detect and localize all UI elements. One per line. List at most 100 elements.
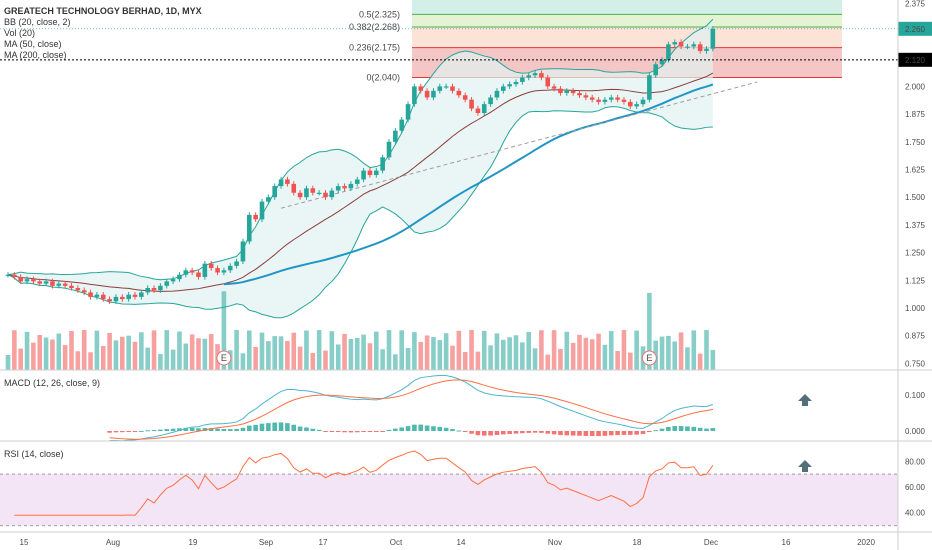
macd-histogram-bar	[647, 431, 652, 433]
candle-body	[259, 201, 265, 220]
candle-body	[437, 86, 443, 91]
macd-histogram-bar	[615, 431, 620, 436]
volume-bar	[583, 337, 589, 370]
macd-histogram-bar	[151, 430, 157, 432]
candle-body	[323, 192, 328, 198]
candle-body	[621, 99, 627, 102]
volume-bar	[62, 345, 68, 370]
volume-bar	[196, 338, 201, 370]
volume-bar	[297, 346, 303, 370]
candle-body	[50, 281, 55, 286]
macd-histogram-bar	[596, 431, 601, 437]
candle-body	[189, 270, 195, 273]
macd-histogram-bar	[634, 431, 639, 435]
candle-body	[170, 279, 176, 282]
macd-histogram-bar	[672, 426, 678, 431]
candle-body	[5, 274, 11, 276]
macd-histogram-bar	[678, 426, 684, 431]
fib-label: 0.382(2.268)	[349, 22, 400, 32]
volume-bar	[335, 344, 341, 370]
price-tick-label: 1.375	[905, 221, 926, 230]
volume-bar	[494, 333, 500, 370]
macd-histogram-bar	[570, 431, 576, 436]
volume-bar	[272, 336, 277, 370]
price-tick-label: 1.875	[905, 110, 926, 119]
candle-body	[520, 77, 525, 82]
macd-histogram-bar	[494, 431, 500, 435]
volume-bar	[539, 330, 544, 370]
rsi-line	[14, 450, 714, 516]
candle-body	[602, 99, 608, 102]
macd-histogram-bar	[367, 431, 373, 432]
volume-bar	[189, 334, 195, 370]
ref-price-label: 2.120	[905, 56, 926, 65]
candle-body	[329, 190, 335, 198]
macd-histogram-bar	[443, 427, 449, 431]
candle-body	[507, 84, 512, 87]
volume-bar	[386, 330, 392, 370]
volume-bar	[31, 342, 36, 370]
volume-bar	[240, 353, 246, 370]
macd-histogram-bar	[704, 428, 709, 431]
macd-histogram-bar	[177, 428, 182, 431]
macd-legend: MACD (12, 26, close, 9)	[4, 378, 101, 388]
volume-bar	[24, 331, 30, 370]
candle-body	[18, 276, 23, 282]
volume-bar	[247, 330, 252, 370]
x-tick-label: Aug	[106, 538, 120, 547]
legend: GREATECH TECHNOLOGY BERHAD, 1D, MYX BB (…	[4, 6, 202, 61]
price-tick-label: 1.750	[905, 138, 926, 147]
macd-histogram-bar	[158, 429, 163, 431]
candle-body	[310, 188, 316, 193]
volume-bar	[177, 331, 182, 370]
rsi-band	[0, 474, 898, 526]
fib-zone	[412, 27, 842, 48]
earnings-marker	[216, 350, 232, 366]
candle-body	[240, 241, 246, 262]
macd-histogram-bar	[475, 431, 481, 436]
ref-price-tag	[898, 52, 932, 67]
volume-bar	[507, 337, 512, 370]
macd-histogram-bar	[526, 431, 531, 433]
volume-bar	[18, 348, 23, 370]
volume-bar	[602, 344, 608, 370]
volume-bar	[577, 334, 582, 370]
volume-bar	[672, 341, 678, 370]
macd-histogram-bar	[488, 431, 493, 436]
fib-label: 0.236(2.175)	[349, 43, 400, 53]
macd-histogram-bar	[437, 426, 443, 431]
volume-bar	[526, 331, 531, 370]
volume-bar	[183, 343, 189, 370]
volume-bar	[399, 330, 404, 370]
candle-body	[697, 44, 703, 51]
macd-histogram-bar	[253, 424, 258, 431]
candle-body	[158, 285, 163, 291]
volume-bar	[234, 330, 239, 370]
macd-histogram-bar	[697, 427, 703, 431]
candle-body	[145, 288, 150, 293]
macd-histogram-bar	[380, 431, 385, 432]
volume-bar	[589, 339, 595, 370]
candle-body	[672, 42, 678, 45]
volume-bar	[151, 330, 157, 370]
macd-histogram-bar	[462, 431, 468, 433]
candle-body	[196, 272, 201, 277]
candle-body	[374, 170, 379, 176]
candle-body	[424, 90, 430, 98]
candle-body	[545, 77, 551, 87]
x-tick-label: Sep	[259, 538, 274, 547]
candle-body	[354, 179, 360, 184]
volume-bar	[266, 341, 271, 370]
candle-body	[526, 75, 531, 78]
candle-body	[367, 170, 373, 176]
candle-body	[608, 97, 614, 100]
volume-bar	[37, 335, 43, 370]
macd-histogram-bar	[240, 427, 246, 431]
macd-histogram-bar	[272, 422, 277, 431]
price-tick-label: 1.125	[905, 276, 926, 285]
macd-histogram-bar	[558, 431, 563, 436]
macd-histogram-bar	[589, 431, 595, 437]
candle-body	[62, 283, 68, 286]
macd-histogram-bar	[361, 431, 366, 432]
volume-bar	[520, 342, 525, 370]
